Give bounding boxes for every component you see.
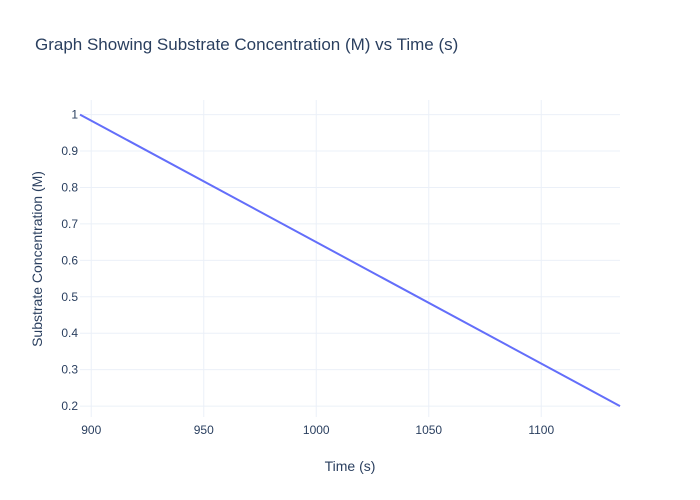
x-axis-title: Time (s) xyxy=(325,458,376,474)
chart-title: Graph Showing Substrate Concentration (M… xyxy=(35,35,458,54)
y-axis-title: Substrate Concentration (M) xyxy=(29,171,45,347)
grid xyxy=(80,100,620,417)
x-tick-label: 1100 xyxy=(528,423,554,437)
y-tick-label: 0.9 xyxy=(61,144,78,158)
y-tick-label: 1 xyxy=(71,108,78,122)
y-tick-label: 0.7 xyxy=(61,217,78,231)
y-tick-label: 0.2 xyxy=(61,399,78,413)
y-tick-label: 0.4 xyxy=(61,326,78,340)
x-axis-ticks: 900 950 1000 1050 1100 xyxy=(81,423,554,437)
plot-area xyxy=(79,113,621,407)
y-tick-label: 0.3 xyxy=(61,363,78,377)
series-line xyxy=(79,113,621,407)
y-tick-label: 0.6 xyxy=(61,253,78,267)
y-axis-ticks: 0.2 0.3 0.4 0.5 0.6 0.7 0.8 0.9 1 xyxy=(61,108,78,413)
x-tick-label: 1000 xyxy=(303,423,330,437)
y-tick-label: 0.8 xyxy=(61,180,78,194)
y-tick-label: 0.5 xyxy=(61,290,78,304)
x-tick-label: 900 xyxy=(81,423,101,437)
x-tick-label: 1050 xyxy=(415,423,442,437)
x-tick-label: 950 xyxy=(194,423,214,437)
